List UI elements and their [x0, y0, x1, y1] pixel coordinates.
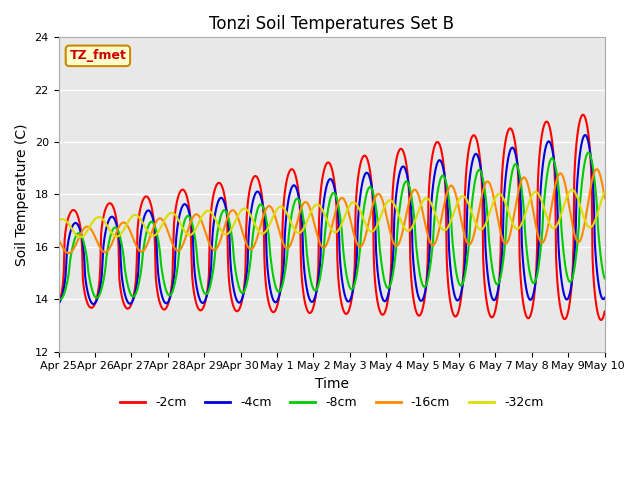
-32cm: [77, 234, 84, 240]
-16cm: [415, 192, 422, 198]
-8cm: [177, 235, 185, 241]
-4cm: [177, 207, 185, 213]
-32cm: [65, 221, 72, 227]
-4cm: [601, 295, 609, 300]
-4cm: [54, 301, 62, 307]
-2cm: [579, 112, 586, 118]
-8cm: [601, 276, 609, 281]
Line: -16cm: -16cm: [58, 169, 605, 253]
Line: -8cm: -8cm: [58, 153, 605, 299]
X-axis label: Time: Time: [315, 377, 349, 391]
-8cm: [56, 296, 64, 302]
-2cm: [414, 312, 422, 318]
-8cm: [399, 187, 406, 192]
-32cm: [399, 222, 406, 228]
-32cm: [54, 218, 62, 224]
-8cm: [206, 285, 214, 290]
-32cm: [177, 222, 185, 228]
-16cm: [601, 195, 609, 201]
-16cm: [122, 220, 129, 226]
-16cm: [177, 246, 185, 252]
-16cm: [65, 250, 72, 256]
-2cm: [601, 309, 609, 314]
-32cm: [415, 208, 422, 214]
-2cm: [597, 317, 605, 323]
-32cm: [568, 187, 576, 192]
-2cm: [205, 272, 212, 277]
-32cm: [122, 224, 129, 230]
-16cm: [206, 241, 214, 247]
Y-axis label: Soil Temperature (C): Soil Temperature (C): [15, 123, 29, 266]
-16cm: [65, 250, 73, 256]
Text: TZ_fmet: TZ_fmet: [70, 49, 126, 62]
-8cm: [585, 150, 593, 156]
Title: Tonzi Soil Temperatures Set B: Tonzi Soil Temperatures Set B: [209, 15, 454, 33]
Line: -2cm: -2cm: [58, 115, 605, 320]
-4cm: [65, 238, 72, 244]
-16cm: [54, 237, 62, 242]
-2cm: [54, 300, 62, 306]
-4cm: [90, 301, 97, 307]
-8cm: [65, 267, 73, 273]
-32cm: [601, 189, 609, 194]
-4cm: [581, 132, 589, 138]
-16cm: [593, 167, 601, 172]
Line: -32cm: -32cm: [58, 190, 605, 237]
-16cm: [399, 229, 406, 235]
-8cm: [54, 295, 62, 301]
-4cm: [206, 277, 214, 283]
-32cm: [206, 208, 214, 214]
-2cm: [176, 189, 184, 195]
Line: -4cm: -4cm: [58, 135, 605, 304]
Legend: -2cm, -4cm, -8cm, -16cm, -32cm: -2cm, -4cm, -8cm, -16cm, -32cm: [115, 391, 548, 414]
-2cm: [398, 146, 406, 152]
-4cm: [122, 293, 129, 299]
-2cm: [65, 215, 72, 220]
-4cm: [399, 164, 406, 169]
-8cm: [415, 264, 422, 269]
-8cm: [122, 270, 129, 276]
-4cm: [415, 294, 422, 300]
-2cm: [121, 302, 129, 308]
